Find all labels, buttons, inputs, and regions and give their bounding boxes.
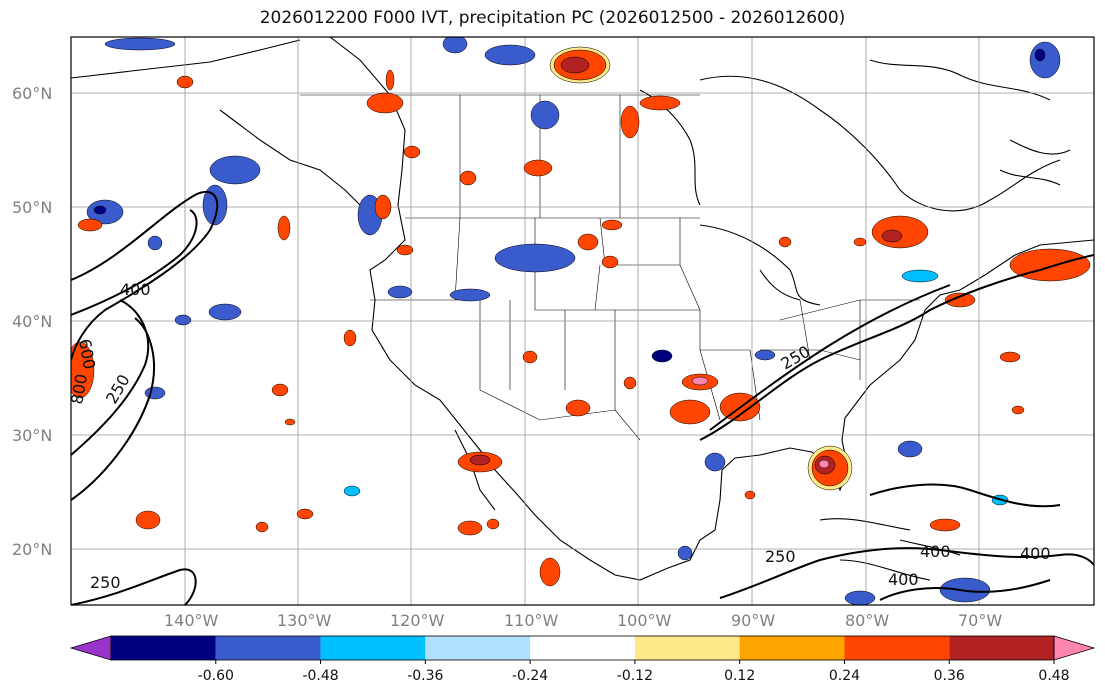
lon-label-70w: 70°W [958,611,1002,630]
lat-label-40n: 40°N [12,312,52,331]
figure-title: 2026012200 F000 IVT, precipitation PC (2… [259,8,846,28]
contour-label-250-caribbean-west: 250 [765,547,796,566]
colorbar-segment [530,636,635,660]
lat-label-60n: 60°N [12,84,52,103]
colorbar-extend-high [1053,635,1096,661]
colorbar-tick-label: 0.24 [829,668,860,684]
lat-label-30n: 30°N [12,426,52,445]
ivt-contours [71,190,1094,605]
colorbar-segment [634,636,740,660]
contour-label-400-caribbean-east: 400 [1020,544,1051,563]
colorbar-tick-label: 0.36 [934,668,965,684]
lon-label-140w: 140°W [164,611,219,630]
colorbar-tick-label: -0.36 [407,668,443,684]
colorbar-ticks: -0.60 -0.48 -0.36 -0.24 -0.12 0.12 0.24 0.36 0.4… [198,660,1070,684]
colorbar-outline [110,635,1055,661]
lon-label-110w: 110°W [504,611,559,630]
colorbar-tick-label: -0.60 [198,668,234,684]
precip-pc-positive [71,46,1091,587]
colorbar: -0.60 -0.48 -0.36 -0.24 -0.12 0.12 0.24 0.36 0.4… [69,635,1096,684]
colorbar-segment [949,636,1054,660]
colorbar-tick-label: 0.48 [1038,668,1069,684]
precip-pc-negative [86,37,1061,605]
contour-label-400-caribbean-south: 400 [888,570,919,589]
coastlines [71,37,1094,581]
colorbar-segment [111,636,216,660]
latitude-labels: 60°N 50°N 40°N 30°N 20°N [12,84,52,559]
longitude-labels: 140°W 130°W 120°W 110°W 100°W 90°W 80°W … [164,611,1002,630]
contour-label-800: 800 [67,372,91,405]
colorbar-tick-label: 0.12 [724,668,755,684]
map-frame [70,36,1095,606]
colorbar-segment [844,636,950,660]
colorbar-segment [215,636,321,660]
colorbar-tick-label: -0.12 [617,668,653,684]
lon-label-80w: 80°W [845,611,889,630]
lat-label-20n: 20°N [12,540,52,559]
lon-label-100w: 100°W [617,611,672,630]
lon-label-120w: 120°W [390,611,445,630]
colorbar-extend-low [69,635,112,661]
colorbar-segment [425,636,531,660]
colorbar-segment [320,636,426,660]
contour-label-250-caribbean: 400 [920,542,951,561]
lon-label-90w: 90°W [731,611,775,630]
lon-label-130w: 130°W [277,611,332,630]
colorbar-segment [739,636,845,660]
colorbar-segments [69,635,1096,661]
colorbar-tick-label: -0.48 [302,668,338,684]
map-panel: 400 600 800 250 250 250 250 400 400 400 [67,37,1094,605]
contour-label-250-southwest: 250 [90,573,121,592]
colorbar-tick-label: -0.24 [512,668,548,684]
graticule [71,37,1094,605]
lat-label-50n: 50°N [12,198,52,217]
contour-label-400-west: 400 [120,280,151,299]
